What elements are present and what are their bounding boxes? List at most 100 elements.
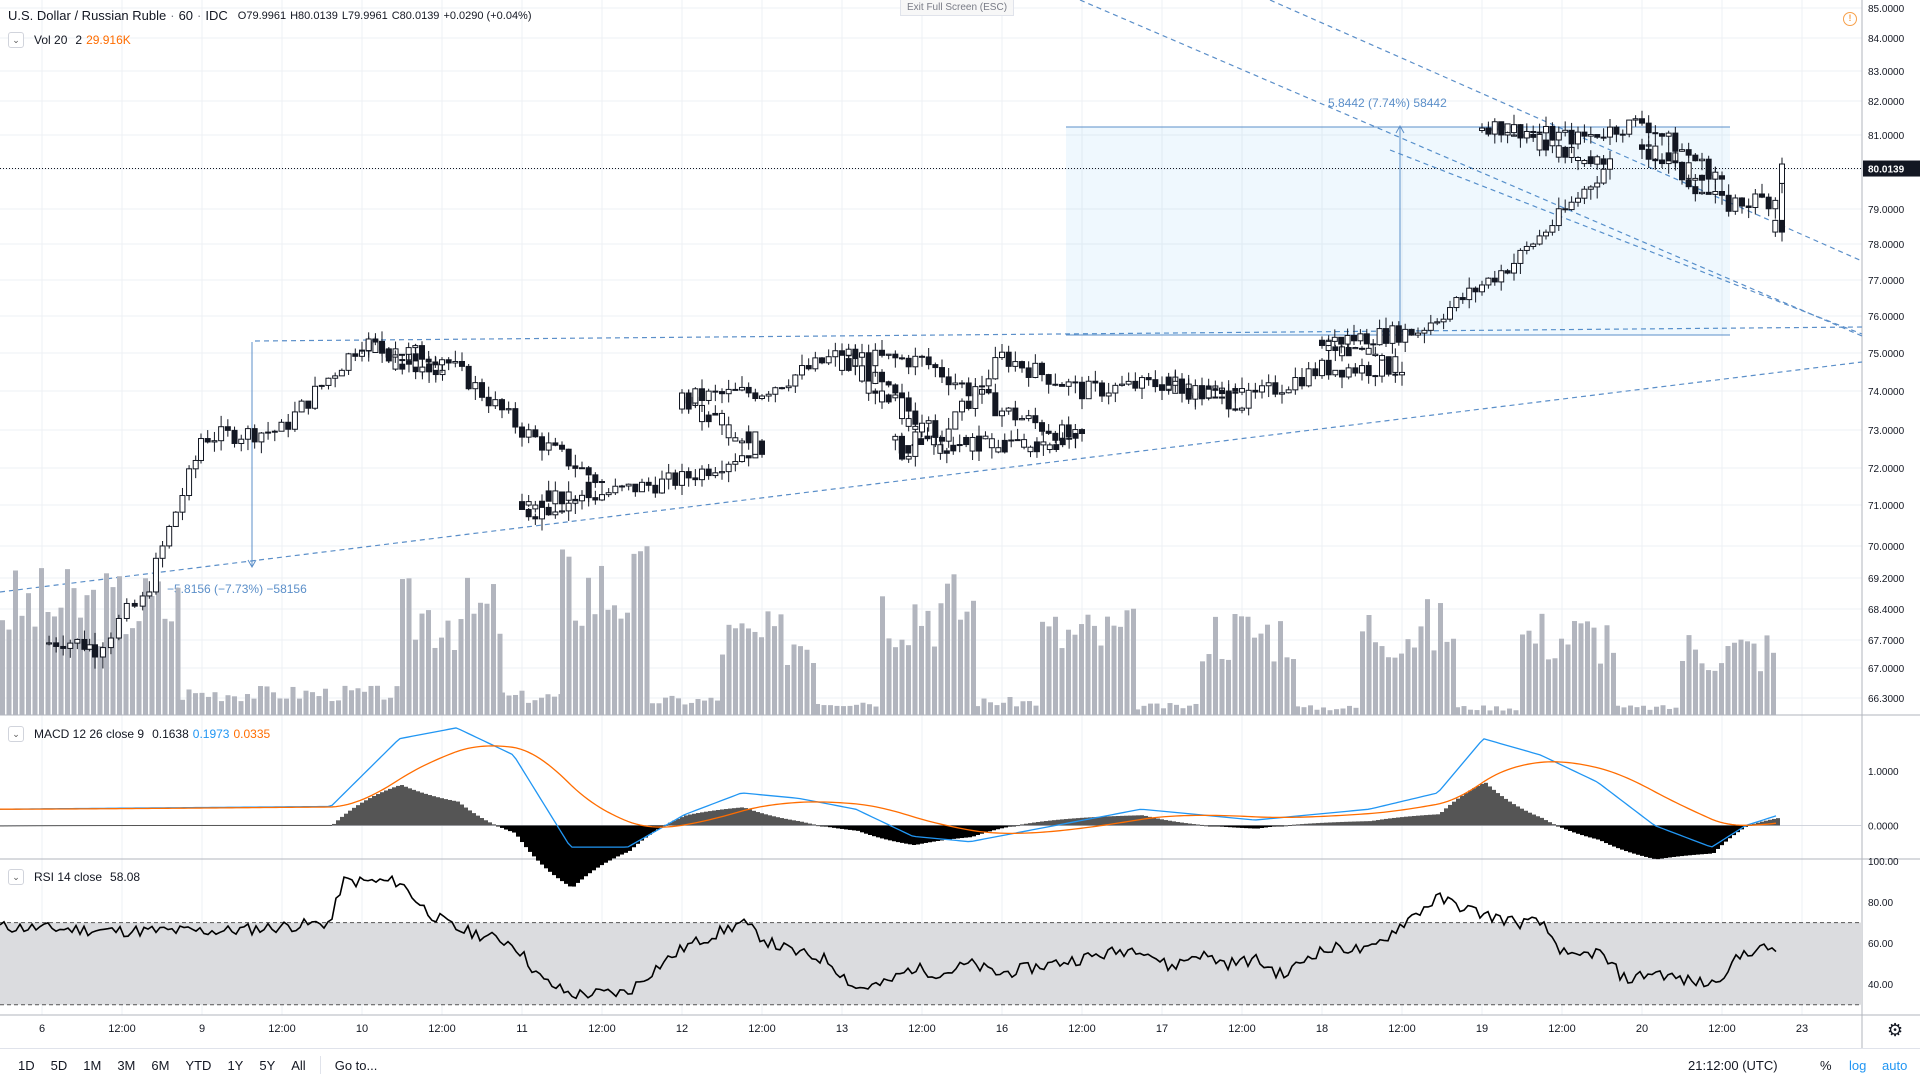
- volume-bar: [1611, 652, 1616, 715]
- range-ytd[interactable]: YTD: [185, 1057, 212, 1073]
- candle-body: [1395, 325, 1402, 343]
- volume-bar: [271, 692, 276, 715]
- volume-bar: [726, 624, 732, 715]
- candle-body: [1440, 318, 1447, 323]
- macd-histogram-bar: [540, 825, 544, 865]
- candle-body: [1052, 432, 1059, 441]
- macd-histogram-bar: [1312, 823, 1316, 826]
- gear-icon[interactable]: ⚙: [1887, 1020, 1904, 1040]
- price-axis-label: 66.3000: [1868, 694, 1905, 705]
- volume-legend-name[interactable]: Vol 20: [34, 33, 68, 47]
- macd-histogram-bar: [1668, 825, 1672, 858]
- candle-body: [1498, 121, 1505, 136]
- candle-body: [99, 647, 106, 658]
- range-1y[interactable]: 1Y: [227, 1057, 244, 1073]
- macd-histogram-bar: [1004, 825, 1008, 828]
- macd-histogram-bar: [620, 825, 624, 855]
- macd-histogram-bar: [1700, 825, 1704, 855]
- range-6m[interactable]: 6M: [151, 1057, 170, 1073]
- macd-histogram-bar: [1544, 820, 1548, 826]
- candle-body: [659, 478, 665, 494]
- auto-toggle[interactable]: auto: [1882, 1058, 1908, 1073]
- macd-histogram-bar: [812, 824, 816, 826]
- range-1m[interactable]: 1M: [83, 1057, 102, 1073]
- macd-histogram-bar: [1200, 824, 1204, 826]
- interval-label[interactable]: 60: [178, 8, 194, 23]
- candle-body: [632, 483, 639, 493]
- log-toggle[interactable]: log: [1849, 1058, 1867, 1073]
- range-3m[interactable]: 3M: [117, 1057, 136, 1073]
- candle-body: [832, 350, 839, 358]
- macd-histogram-bar: [1448, 804, 1452, 826]
- range-1d[interactable]: 1D: [18, 1057, 35, 1073]
- candle-body: [325, 377, 332, 386]
- candle-body: [1019, 418, 1025, 421]
- macd-histogram-bar: [328, 824, 332, 826]
- macd-histogram-bar: [340, 816, 344, 826]
- chevron-down-icon[interactable]: ⌄: [8, 869, 24, 885]
- candle-body: [81, 638, 88, 650]
- volume-bar: [1040, 621, 1045, 715]
- macd-legend-name[interactable]: MACD 12 26 close 9: [34, 727, 145, 741]
- macd-histogram-bar: [1704, 825, 1708, 854]
- volume-bar: [1686, 635, 1692, 715]
- volume-bar: [873, 706, 879, 715]
- range-5d[interactable]: 5D: [50, 1057, 68, 1073]
- utc-time[interactable]: 21:12:00 (UTC): [1688, 1058, 1778, 1073]
- volume-bar: [815, 703, 820, 715]
- volume-bar: [1135, 709, 1140, 715]
- volume-bar: [251, 698, 257, 715]
- candle-body: [1325, 340, 1332, 346]
- price-axis-label: 70.0000: [1868, 542, 1905, 553]
- macd-histogram-bar: [768, 815, 772, 826]
- candle-body: [1665, 160, 1672, 165]
- volume-bar: [938, 603, 944, 715]
- candle-body: [1652, 145, 1659, 161]
- candle-body: [1040, 441, 1047, 446]
- volume-bar: [860, 702, 866, 715]
- exit-fullscreen-button[interactable]: Exit Full Screen (ESC): [900, 0, 1015, 16]
- macd-histogram-bar: [1320, 822, 1324, 826]
- candle-body: [1072, 381, 1079, 384]
- candle-body: [845, 358, 852, 371]
- candle-body: [1165, 376, 1172, 386]
- candle-body: [485, 396, 492, 407]
- macd-histogram-bar: [920, 825, 924, 844]
- candle-body: [779, 387, 785, 390]
- range-all[interactable]: All: [291, 1057, 306, 1073]
- candle-body: [1372, 375, 1379, 378]
- volume-bar: [1451, 638, 1456, 715]
- candle-body: [885, 353, 892, 356]
- candle-body: [592, 497, 599, 501]
- macd-histogram-bar: [1332, 822, 1336, 826]
- chart-canvas[interactable]: 5.8442 (7.74%) 58442 −5.8156 (−7.73%) −58…: [0, 0, 1920, 1048]
- volume-bar: [669, 695, 675, 715]
- volume-bar: [1513, 710, 1519, 715]
- ohlc-high: H80.0139: [290, 9, 338, 22]
- macd-histogram-bar: [448, 799, 452, 826]
- volume-bar: [513, 694, 518, 715]
- alert-icon[interactable]: !: [1843, 12, 1857, 26]
- volume-bar: [1386, 657, 1391, 715]
- chevron-down-icon[interactable]: ⌄: [8, 726, 24, 742]
- chevron-down-icon[interactable]: ⌄: [8, 32, 24, 48]
- percent-toggle[interactable]: %: [1820, 1058, 1832, 1073]
- macd-histogram-bar: [444, 799, 448, 826]
- volume-bar: [834, 705, 840, 715]
- candle-body: [1065, 381, 1072, 387]
- macd-histogram-bar: [532, 825, 536, 857]
- volume-bar: [605, 609, 611, 715]
- macd-histogram-bar: [1028, 823, 1032, 826]
- macd-histogram-bar: [1484, 782, 1488, 826]
- range-5y[interactable]: 5Y: [259, 1057, 276, 1073]
- candle-body: [1225, 392, 1232, 410]
- symbol-name[interactable]: U.S. Dollar / Russian Ruble: [8, 8, 167, 23]
- goto-button[interactable]: Go to...: [334, 1057, 378, 1073]
- macd-histogram-bar: [1144, 815, 1148, 826]
- candle-body: [699, 468, 705, 481]
- rsi-legend-name[interactable]: RSI 14 close: [34, 870, 103, 884]
- macd-histogram-bar: [204, 824, 208, 826]
- candle-body: [939, 367, 945, 378]
- macd-histogram-bar: [200, 824, 204, 826]
- candle-body: [879, 371, 885, 383]
